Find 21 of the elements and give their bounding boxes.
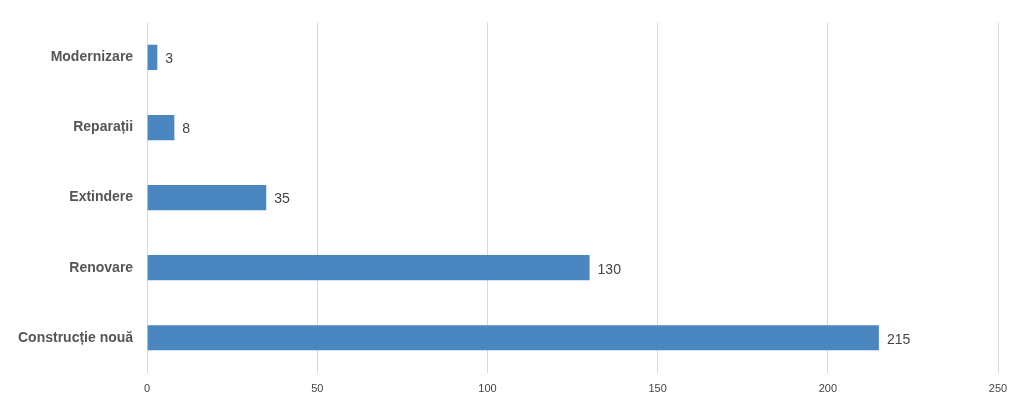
bar xyxy=(147,44,158,71)
x-tick-label: 0 xyxy=(144,382,151,395)
bar xyxy=(147,184,267,211)
data-label: 215 xyxy=(886,330,911,347)
bar xyxy=(147,255,590,281)
y-tick-label: Renovare xyxy=(69,258,134,275)
x-tick-label: 50 xyxy=(311,382,324,395)
x-tick-label: 100 xyxy=(478,382,497,395)
bar xyxy=(147,114,175,141)
data-label: 130 xyxy=(597,260,622,277)
data-label: 35 xyxy=(274,190,291,207)
data-label: 8 xyxy=(182,120,191,137)
x-tick-label: 250 xyxy=(988,382,1008,395)
x-tick-label: 200 xyxy=(818,382,837,395)
data-label: 3 xyxy=(165,50,174,67)
y-tick-label: Modernizare xyxy=(50,48,134,65)
y-tick-label: Reparații xyxy=(73,118,134,135)
y-tick-label: Construcție nouă xyxy=(17,328,134,345)
x-tick-label: 150 xyxy=(648,382,667,395)
bar xyxy=(147,325,879,351)
y-tick-label: Extindere xyxy=(69,188,134,205)
